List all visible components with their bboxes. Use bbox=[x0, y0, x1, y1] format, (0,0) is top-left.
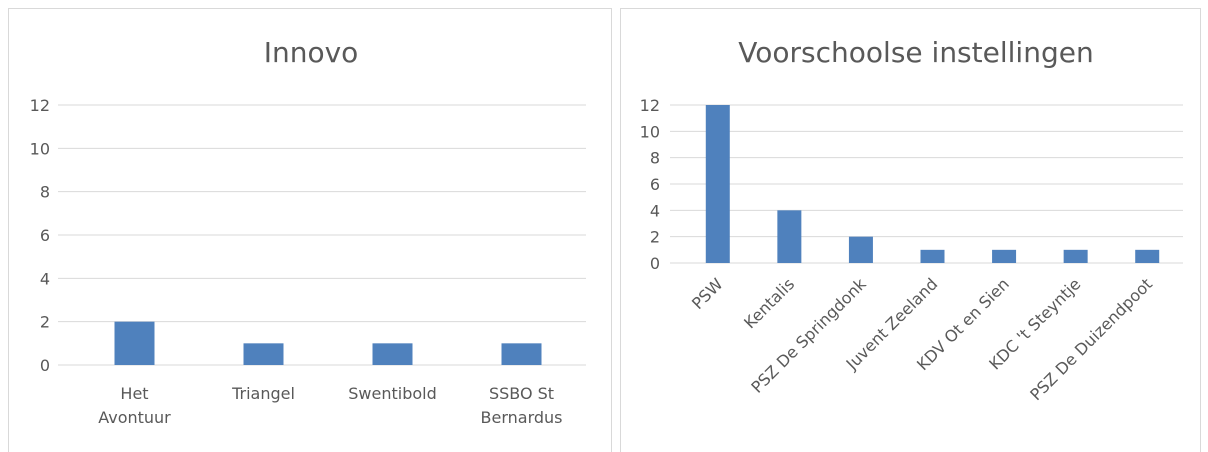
y-tick-label: 8 bbox=[650, 149, 660, 168]
y-tick-label: 2 bbox=[40, 313, 50, 332]
chart-title: Innovo bbox=[264, 36, 359, 69]
y-tick-label: 0 bbox=[40, 356, 50, 375]
bar bbox=[848, 236, 873, 263]
bar bbox=[372, 343, 413, 365]
x-tick-label: Triangel bbox=[231, 384, 295, 403]
y-tick-label: 10 bbox=[640, 122, 660, 141]
y-tick-label: 4 bbox=[40, 269, 50, 288]
bar bbox=[1063, 249, 1088, 263]
y-tick-label: 4 bbox=[650, 201, 660, 220]
y-tick-label: 12 bbox=[640, 96, 660, 115]
bar bbox=[243, 343, 284, 365]
y-tick-label: 6 bbox=[650, 175, 660, 194]
x-tick-label: Het Avontuur bbox=[98, 384, 171, 427]
y-tick-label: 12 bbox=[30, 96, 50, 115]
bar bbox=[920, 249, 945, 263]
y-tick-label: 6 bbox=[40, 226, 50, 245]
x-tick-label: Swentibold bbox=[348, 384, 437, 403]
bar bbox=[114, 321, 155, 365]
x-tick-label: SSBO St Bernardus bbox=[481, 384, 563, 427]
bar bbox=[705, 105, 730, 263]
y-tick-label: 2 bbox=[650, 228, 660, 247]
panel bbox=[8, 8, 612, 452]
chart-title: Voorschoolse instellingen bbox=[738, 36, 1093, 69]
bar bbox=[992, 249, 1017, 263]
y-tick-label: 0 bbox=[650, 254, 660, 273]
bar bbox=[1135, 249, 1160, 263]
y-tick-label: 8 bbox=[40, 183, 50, 202]
bar bbox=[501, 343, 542, 365]
y-tick-label: 10 bbox=[30, 139, 50, 158]
bar bbox=[777, 210, 802, 263]
